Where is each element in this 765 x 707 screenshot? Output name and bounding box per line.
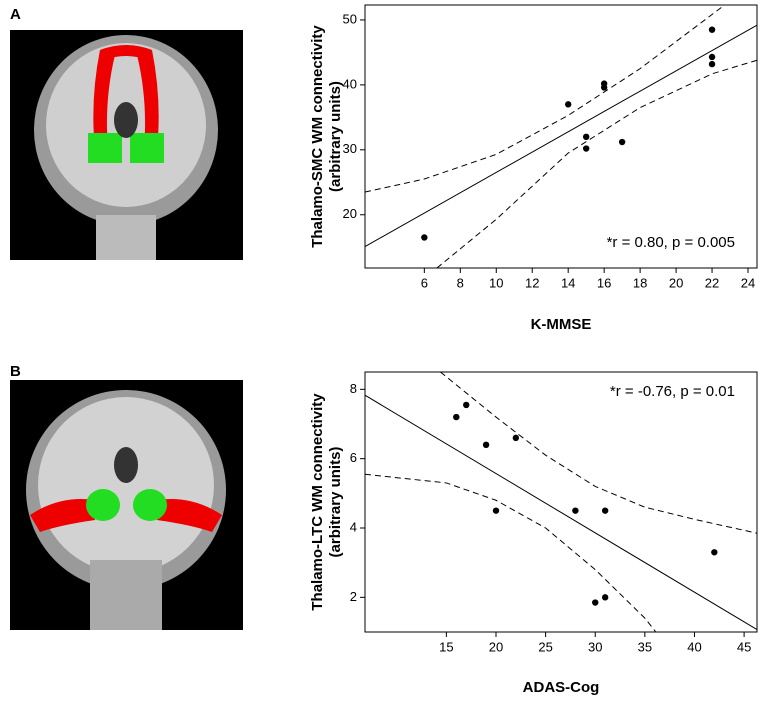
data-point (564, 101, 572, 108)
plot-frame (364, 4, 758, 269)
x-axis-label: K-MMSE (531, 316, 592, 333)
x-tick-label: 8 (457, 275, 464, 290)
x-tick-label: 10 (489, 275, 503, 290)
data-point (708, 26, 716, 33)
data-point (601, 594, 609, 601)
x-tick-label: 15 (439, 639, 453, 654)
data-point (512, 434, 520, 442)
y-axis-label: (arbitrary units) (327, 447, 344, 558)
confidence-lower (364, 473, 657, 633)
y-tick-label: 50 (343, 11, 357, 26)
data-point (711, 549, 718, 556)
y-axis-label: Thalamo-SMC WM connectivity (309, 25, 326, 248)
x-tick-label: 6 (421, 275, 428, 290)
confidence-upper (364, 4, 725, 193)
y-tick-label: 4 (350, 519, 357, 534)
data-point (463, 401, 470, 409)
y-tick-label: 20 (343, 206, 357, 221)
y-tick-label: 8 (350, 381, 357, 396)
x-tick-label: 30 (588, 639, 602, 654)
x-tick-label: 22 (705, 275, 719, 290)
x-tick-label: 12 (525, 275, 539, 290)
x-tick-label: 14 (561, 275, 575, 290)
confidence-upper (440, 371, 758, 534)
data-point (572, 507, 579, 514)
x-tick-label: 20 (489, 639, 503, 654)
x-tick-label: 45 (737, 639, 751, 654)
y-axis-label: (arbitrary units) (327, 81, 344, 192)
x-tick-label: 25 (538, 639, 552, 654)
data-point (618, 138, 626, 146)
confidence-lower (436, 59, 758, 269)
panel-label: A (10, 6, 21, 23)
x-tick-label: 16 (597, 275, 611, 290)
fit-line (364, 24, 758, 248)
data-point (482, 441, 490, 448)
x-tick-label: 24 (741, 275, 755, 290)
annotation: *r = -0.76, p = 0.01 (610, 383, 735, 400)
x-tick-label: 40 (687, 639, 701, 654)
data-point (601, 507, 609, 514)
y-tick-label: 2 (350, 589, 357, 604)
data-point (582, 133, 590, 141)
x-tick-label: 35 (638, 639, 652, 654)
x-axis-label: ADAS-Cog (523, 679, 600, 696)
y-tick-label: 6 (350, 450, 357, 465)
annotation: *r = 0.80, p = 0.005 (607, 234, 735, 251)
y-tick-label: 40 (343, 76, 357, 91)
data-point (582, 145, 590, 152)
data-point (453, 413, 460, 421)
data-point (600, 84, 608, 91)
plot-frame (364, 371, 758, 633)
data-point (421, 234, 428, 241)
y-tick-label: 30 (343, 141, 357, 156)
data-point (492, 507, 500, 514)
panel-label: B (10, 363, 21, 380)
x-tick-label: 18 (633, 275, 647, 290)
data-point (592, 599, 599, 606)
data-point (708, 53, 716, 61)
brain-image-a (10, 30, 243, 260)
y-axis-label: Thalamo-LTC WM connectivity (309, 393, 326, 611)
fit-line (364, 394, 758, 631)
x-tick-label: 20 (669, 275, 683, 290)
data-point (708, 60, 716, 68)
brain-image-b (10, 380, 243, 630)
